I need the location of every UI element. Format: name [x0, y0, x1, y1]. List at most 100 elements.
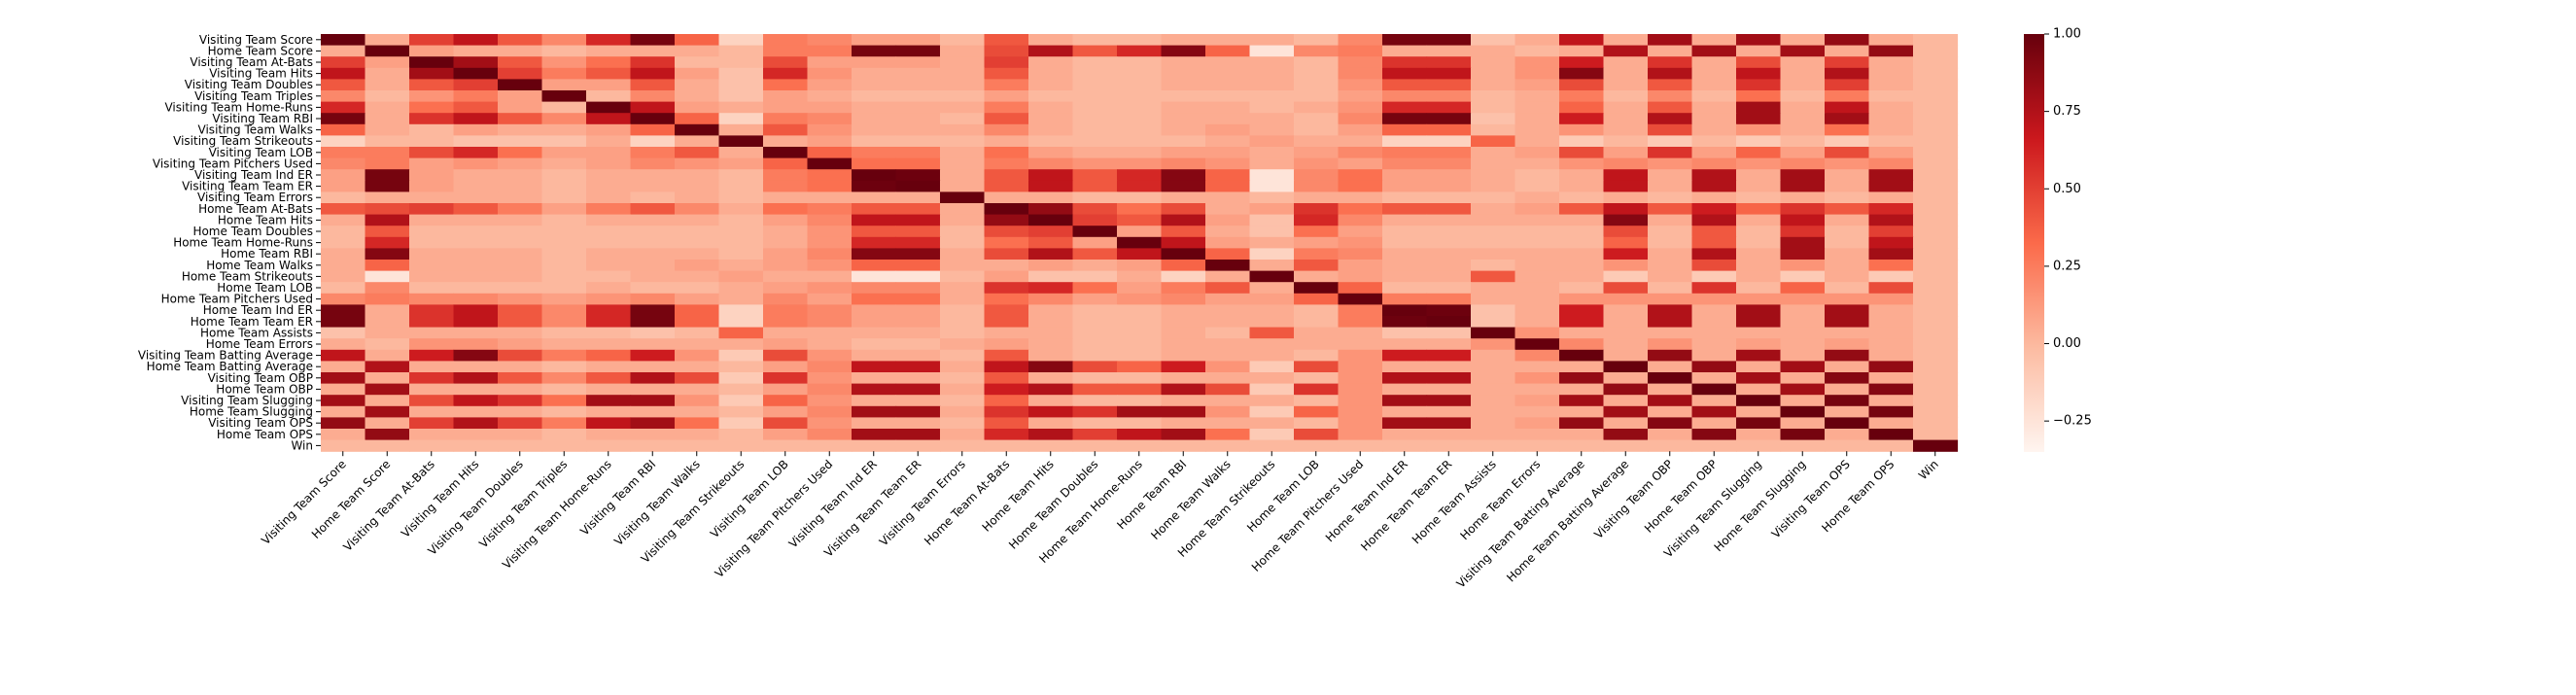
heatmap-cell — [852, 361, 897, 373]
heatmap-cell — [1736, 56, 1782, 69]
heatmap-cell — [763, 236, 809, 249]
heatmap-cell — [1780, 123, 1826, 136]
heatmap-cell — [940, 293, 986, 305]
heatmap-cell — [852, 147, 897, 159]
heatmap-cell — [675, 293, 720, 305]
heatmap-cell — [1028, 316, 1074, 329]
heatmap-cell — [453, 34, 499, 47]
heatmap-cell — [675, 214, 720, 226]
heatmap-cell — [365, 327, 410, 339]
heatmap-cell — [365, 169, 410, 182]
heatmap-cell — [1161, 191, 1206, 204]
row-label: Visiting Team At-Bats — [190, 55, 313, 69]
heatmap-cell — [1294, 135, 1340, 148]
heatmap-cell — [409, 147, 455, 159]
heatmap-cell — [1249, 439, 1295, 452]
heatmap-cell — [1514, 293, 1560, 305]
heatmap-cell — [940, 203, 986, 216]
heatmap-cell — [586, 45, 632, 57]
heatmap-cell — [1868, 214, 1914, 226]
heatmap-cell — [718, 169, 764, 182]
heatmap-cell — [852, 56, 897, 69]
heatmap-cell — [1294, 395, 1340, 407]
heatmap-cell — [1559, 214, 1605, 226]
heatmap-cell — [321, 316, 366, 329]
heatmap-cell — [940, 56, 986, 69]
heatmap-cell — [1205, 282, 1251, 295]
heatmap-cell — [852, 304, 897, 317]
heatmap-cell — [586, 90, 632, 103]
heatmap-cell — [365, 214, 410, 226]
column-label: Home Team Walks — [1148, 457, 1234, 542]
heatmap-cell — [1825, 361, 1870, 373]
heatmap-cell — [763, 135, 809, 148]
heatmap-cell — [453, 226, 499, 238]
heatmap-cell — [807, 180, 853, 192]
heatmap-cell — [940, 90, 986, 103]
heatmap-cell — [1868, 90, 1914, 103]
heatmap-cell — [984, 293, 1029, 305]
heatmap-cell — [1205, 56, 1251, 69]
heatmap-cell — [1691, 203, 1737, 216]
heatmap-cell — [1514, 405, 1560, 418]
heatmap-cell — [1868, 349, 1914, 362]
heatmap-cell — [409, 34, 455, 47]
heatmap-cell — [1028, 226, 1074, 238]
heatmap-cell — [1382, 439, 1428, 452]
heatmap-cell — [1825, 439, 1870, 452]
colorbar-tick-label: 0.25 — [2053, 259, 2081, 273]
heatmap-cell — [409, 338, 455, 351]
heatmap-cell — [718, 191, 764, 204]
heatmap-cell — [675, 123, 720, 136]
heatmap-cell — [1426, 214, 1472, 226]
heatmap-cell — [541, 101, 587, 114]
heatmap-cell — [807, 203, 853, 216]
heatmap-cell — [1868, 248, 1914, 261]
heatmap-cell — [1603, 226, 1649, 238]
heatmap-cell — [1294, 248, 1340, 261]
heatmap-cell — [1825, 316, 1870, 329]
heatmap-cell — [984, 236, 1029, 249]
heatmap-cell — [498, 248, 543, 261]
heatmap-cell — [1825, 282, 1870, 295]
heatmap-cell — [1117, 113, 1163, 125]
heatmap-cell — [1913, 90, 1959, 103]
heatmap-cell — [365, 157, 410, 170]
heatmap-cell — [1382, 260, 1428, 272]
heatmap-cell — [365, 293, 410, 305]
heatmap-cell — [984, 214, 1029, 226]
heatmap-cell — [763, 429, 809, 441]
heatmap-cell — [1780, 34, 1826, 47]
heatmap-cell — [453, 79, 499, 91]
heatmap-cell — [586, 123, 632, 136]
heatmap-cell — [1471, 191, 1516, 204]
heatmap-cell — [895, 135, 941, 148]
heatmap-cell — [1780, 429, 1826, 441]
heatmap-cell — [453, 293, 499, 305]
heatmap-cell — [498, 395, 543, 407]
heatmap-cell — [1161, 304, 1206, 317]
heatmap-cell — [1117, 169, 1163, 182]
heatmap-cell — [1426, 316, 1472, 329]
heatmap-cell — [895, 90, 941, 103]
heatmap-cell — [1648, 361, 1693, 373]
heatmap-cell — [409, 405, 455, 418]
heatmap-cell — [586, 417, 632, 430]
heatmap-cell — [1338, 135, 1383, 148]
heatmap-cell — [807, 395, 853, 407]
heatmap-cell — [586, 113, 632, 125]
row-label: Home Team RBI — [221, 247, 313, 261]
heatmap-cell — [1913, 248, 1959, 261]
heatmap-cell — [586, 338, 632, 351]
heatmap-cell — [895, 236, 941, 249]
heatmap-cell — [1426, 180, 1472, 192]
heatmap-cell — [1072, 67, 1118, 80]
heatmap-cell — [763, 226, 809, 238]
heatmap-cell — [1205, 248, 1251, 261]
heatmap-cell — [1736, 79, 1782, 91]
heatmap-cell — [1028, 260, 1074, 272]
heatmap-cell — [1249, 316, 1295, 329]
column-label: Visiting Team Errors — [877, 457, 968, 548]
heatmap-cell — [498, 417, 543, 430]
heatmap-cell — [1161, 147, 1206, 159]
